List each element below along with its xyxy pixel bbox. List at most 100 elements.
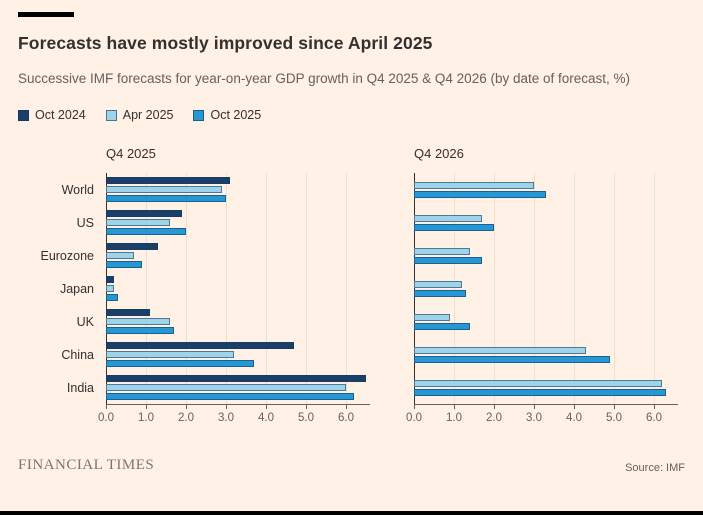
- source-label: Source: IMF: [625, 462, 685, 474]
- tick-mark: [493, 405, 495, 409]
- tick-mark: [533, 405, 535, 409]
- x-axis-tick: 1.0: [446, 405, 462, 424]
- bar-india-apr-2025: [106, 384, 346, 391]
- bar-group-uk: [106, 305, 370, 338]
- x-axis-tick: 5.0: [606, 405, 622, 424]
- gridline: [266, 173, 267, 404]
- chart-title-q4-2025: Q4 2025: [106, 146, 156, 161]
- tick-mark: [305, 405, 307, 409]
- tick-mark: [225, 405, 227, 409]
- bar-india-oct-2025: [106, 393, 354, 400]
- tick-mark: [413, 405, 415, 409]
- bottom-rule: [0, 511, 703, 515]
- category-labels: World US Eurozone Japan UK China India: [18, 173, 106, 405]
- bar-eurozone-oct-2025: [414, 256, 482, 264]
- bar-us-apr-2025: [414, 214, 482, 222]
- gridline: [494, 173, 495, 404]
- legend: Oct 2024 Apr 2025 Oct 2025: [18, 108, 685, 122]
- bar-uk-apr-2025: [414, 313, 450, 321]
- chart-q4-2025: Q4 2025 World US Eurozone Japan UK China India…: [18, 146, 370, 431]
- tick-label: 3.0: [526, 412, 542, 424]
- bar-japan-apr-2025: [414, 280, 462, 288]
- bar-india-oct-2024: [106, 375, 366, 382]
- bar-group-us: [414, 206, 678, 239]
- tick-label: 5.0: [298, 412, 314, 424]
- tick-label: 0.0: [98, 412, 114, 424]
- footer: FINANCIAL TIMES Source: IMF: [18, 457, 685, 474]
- bar-uk-oct-2025: [414, 322, 470, 330]
- bar-uk-oct-2024: [106, 309, 150, 316]
- x-axis-tick: 2.0: [486, 405, 502, 424]
- bar-japan-apr-2025: [106, 285, 114, 292]
- bar-group-japan: [106, 272, 370, 305]
- axis-spacer: [18, 405, 106, 431]
- tick-mark: [573, 405, 575, 409]
- tick-label: 2.0: [486, 412, 502, 424]
- gridline: [146, 173, 147, 404]
- category-label-world: World: [61, 182, 94, 197]
- bar-eurozone-oct-2025: [106, 261, 142, 268]
- charts-container: Q4 2025 World US Eurozone Japan UK China India…: [18, 146, 685, 431]
- gridline: [346, 173, 347, 404]
- bar-uk-oct-2025: [106, 327, 174, 334]
- x-axis-tick: 6.0: [338, 405, 354, 424]
- gridline: [614, 173, 615, 404]
- plot-area: [414, 173, 678, 405]
- x-axis-tick: 1.0: [138, 405, 154, 424]
- bar-japan-oct-2025: [106, 294, 118, 301]
- x-axis-tick: 0.0: [98, 405, 114, 424]
- bar-china-oct-2025: [106, 360, 254, 367]
- tick-mark: [265, 405, 267, 409]
- bar-group-india: [414, 371, 678, 404]
- tick-label: 5.0: [606, 412, 622, 424]
- legend-label: Apr 2025: [122, 108, 174, 122]
- bar-world-apr-2025: [414, 181, 534, 189]
- chart-area: World US Eurozone Japan UK China India: [18, 173, 370, 405]
- gridline: [454, 173, 455, 404]
- bar-group-china: [106, 338, 370, 371]
- bar-china-apr-2025: [106, 351, 234, 358]
- plot-area: [106, 173, 370, 405]
- tick-label: 2.0: [178, 412, 194, 424]
- x-axis-tick: 6.0: [646, 405, 662, 424]
- legend-item-oct-2024: Oct 2024: [18, 108, 86, 122]
- bar-group-world: [414, 173, 678, 206]
- legend-label: Oct 2024: [35, 108, 86, 122]
- bar-china-oct-2024: [106, 342, 294, 349]
- bar-us-oct-2025: [414, 223, 494, 231]
- tick-label: 6.0: [338, 412, 354, 424]
- legend-swatch: [193, 109, 205, 121]
- bar-group-japan: [414, 272, 678, 305]
- category-label-uk: UK: [76, 314, 94, 329]
- ft-logo: FINANCIAL TIMES: [18, 457, 155, 473]
- legend-swatch: [105, 109, 117, 121]
- x-axis: 0.0 1.0 2.0 3.0 4.0 5.0 6.0: [406, 405, 678, 431]
- bar-us-apr-2025: [106, 219, 170, 226]
- ft-chart-page: Forecasts have mostly improved since Apr…: [0, 12, 703, 515]
- bar-group-eurozone: [106, 239, 370, 272]
- x-axis-tick: 3.0: [218, 405, 234, 424]
- gridline: [534, 173, 535, 404]
- x-axis-tick: 0.0: [406, 405, 422, 424]
- bar-group-india: [106, 371, 370, 404]
- bar-world-oct-2024: [106, 177, 230, 184]
- legend-label: Oct 2025: [210, 108, 262, 122]
- tick-label: 4.0: [566, 412, 582, 424]
- x-axis-tick: 4.0: [566, 405, 582, 424]
- bar-group-uk: [414, 305, 678, 338]
- gridline: [654, 173, 655, 404]
- bar-us-oct-2025: [106, 228, 186, 235]
- x-axis-wrap: 0.0 1.0 2.0 3.0 4.0 5.0 6.0: [406, 405, 678, 431]
- x-axis-tick: 2.0: [178, 405, 194, 424]
- bar-group-eurozone: [414, 239, 678, 272]
- bar-eurozone-apr-2025: [106, 252, 134, 259]
- x-axis-wrap: 0.0 1.0 2.0 3.0 4.0 5.0 6.0: [18, 405, 370, 431]
- zero-baseline: [414, 173, 415, 404]
- chart-q4-2026: Q4 2026 0.0 1.0 2.0 3.0 4.0 5.0 6.0: [406, 146, 678, 431]
- tick-label: 1.0: [446, 412, 462, 424]
- legend-swatch: [18, 109, 29, 121]
- category-label-japan: Japan: [59, 281, 94, 296]
- bar-world-oct-2025: [106, 195, 226, 202]
- gridline: [574, 173, 575, 404]
- tick-label: 1.0: [138, 412, 154, 424]
